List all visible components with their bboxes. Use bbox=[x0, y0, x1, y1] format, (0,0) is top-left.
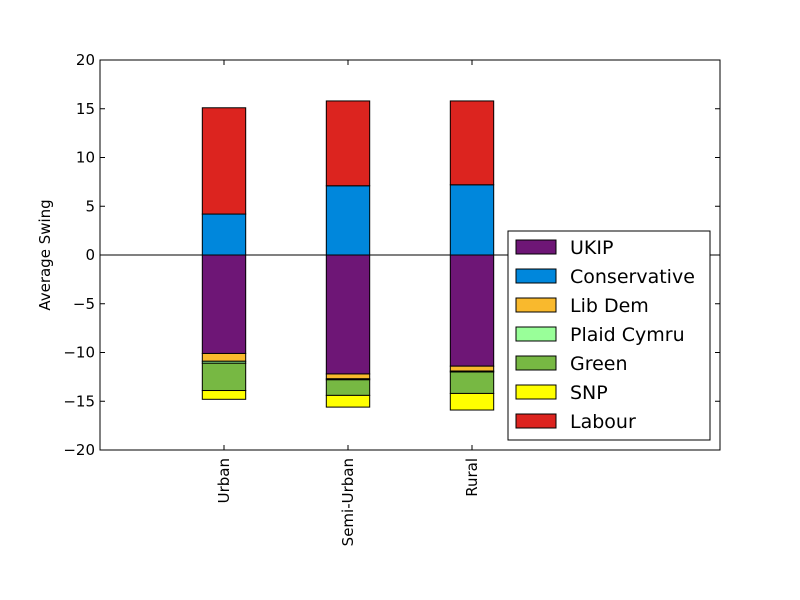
legend-swatch-conservative bbox=[515, 268, 557, 284]
bar-rural-green bbox=[449, 371, 495, 394]
bars-layer bbox=[201, 100, 495, 411]
bar-semi-urban-green bbox=[325, 379, 371, 396]
legend: UKIP Conservative Lib Dem Plaid Cymru Green S… bbox=[507, 230, 711, 441]
x-axis: Urban Semi-Urban Rural bbox=[215, 60, 481, 546]
bar-semi-urban-snp bbox=[325, 394, 371, 408]
legend-label-conservative: Conservative bbox=[570, 266, 695, 288]
y-tick-label: 0 bbox=[85, 246, 95, 264]
bar-urban-ukip bbox=[201, 254, 247, 354]
y-tick-label: 15 bbox=[76, 100, 95, 118]
legend-swatch-ukip bbox=[515, 239, 557, 255]
bar-urban-snp bbox=[201, 390, 247, 400]
y-tick-label: −10 bbox=[63, 344, 95, 362]
legend-swatch-plaid-cymru bbox=[515, 326, 557, 342]
legend-swatch-labour bbox=[515, 413, 557, 429]
legend-label-green: Green bbox=[570, 353, 628, 375]
bar-urban-green bbox=[201, 362, 247, 392]
bar-urban-lib-dem bbox=[201, 352, 247, 362]
bar-rural-lib-dem bbox=[449, 365, 495, 372]
y-axis-label: Average Swing bbox=[36, 199, 54, 310]
bar-semi-urban-labour bbox=[325, 100, 371, 187]
bar-rural-ukip bbox=[449, 254, 495, 367]
y-tick-label: 20 bbox=[76, 51, 95, 69]
x-tick-label-urban: Urban bbox=[215, 458, 233, 503]
x-tick-label-rural: Rural bbox=[463, 458, 481, 497]
x-tick-label-semi-urban: Semi-Urban bbox=[339, 458, 357, 546]
legend-swatch-snp bbox=[515, 384, 557, 400]
bar-semi-urban-ukip bbox=[325, 254, 371, 375]
bar-urban-labour bbox=[201, 107, 247, 215]
bar-rural-conservative bbox=[449, 184, 495, 256]
y-tick-label: −20 bbox=[63, 441, 95, 459]
bar-urban-conservative bbox=[201, 213, 247, 256]
y-tick-label: −5 bbox=[73, 295, 95, 313]
bar-rural-snp bbox=[449, 392, 495, 411]
y-axis: 20 15 10 5 0 −5 −10 −15 −20 bbox=[63, 51, 720, 459]
legend-label-plaid-cymru: Plaid Cymru bbox=[570, 324, 685, 346]
y-tick-label: 10 bbox=[76, 149, 95, 167]
legend-label-snp: SNP bbox=[570, 382, 608, 404]
legend-label-labour: Labour bbox=[570, 411, 636, 433]
legend-swatch-lib-dem bbox=[515, 297, 557, 313]
bar-rural-labour bbox=[449, 100, 495, 186]
bar-semi-urban-lib-dem bbox=[325, 373, 371, 380]
legend-swatch-green bbox=[515, 355, 557, 371]
legend-label-ukip: UKIP bbox=[570, 237, 613, 259]
y-tick-label: 5 bbox=[85, 197, 95, 215]
y-tick-label: −15 bbox=[63, 392, 95, 410]
legend-label-lib-dem: Lib Dem bbox=[570, 295, 649, 317]
bar-semi-urban-conservative bbox=[325, 185, 371, 256]
